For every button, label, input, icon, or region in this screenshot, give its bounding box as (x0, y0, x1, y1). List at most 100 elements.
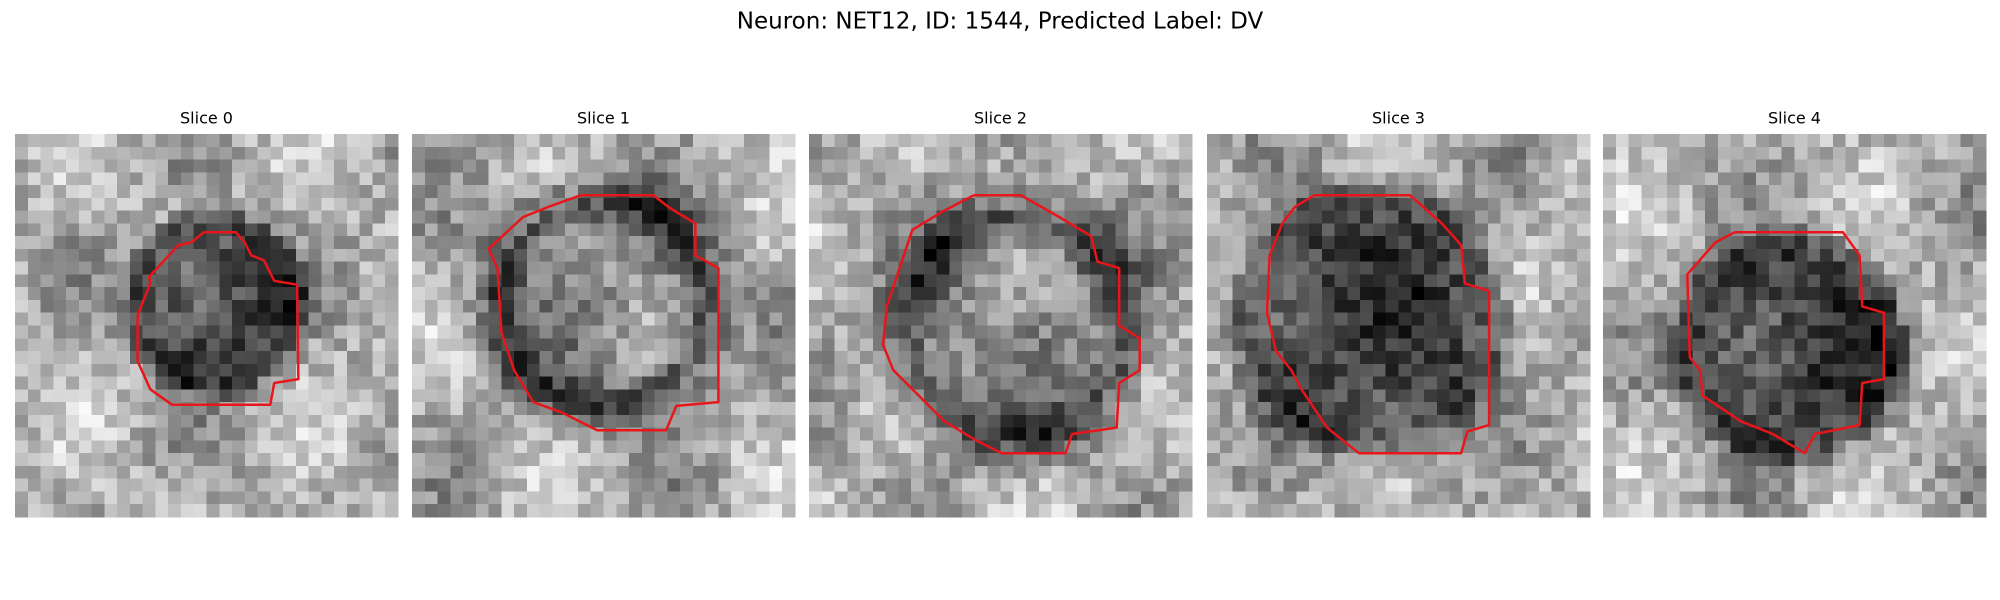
figure-title: Neuron: NET12, ID: 1544, Predicted Label… (737, 9, 1264, 35)
pixel (1449, 351, 1463, 365)
pixel (1232, 491, 1246, 505)
pixel (1768, 453, 1783, 467)
pixel (718, 402, 732, 416)
pixel (847, 440, 861, 454)
pixel (872, 351, 886, 365)
pixel (193, 274, 207, 288)
pixel (1551, 146, 1565, 160)
pixel (193, 159, 207, 173)
pixel (514, 134, 528, 148)
pixel (680, 440, 694, 454)
pixel (1871, 172, 1885, 186)
pixel (1462, 504, 1476, 518)
pixel (1013, 287, 1027, 301)
pixel (1934, 299, 1948, 314)
pixel (372, 274, 386, 288)
pixel (1717, 376, 1731, 390)
pixel (936, 363, 950, 377)
pixel (372, 389, 386, 403)
pixel (1219, 261, 1233, 275)
pixel (654, 223, 668, 237)
pixel (1398, 402, 1412, 416)
pixel (834, 478, 848, 492)
pixel (1487, 185, 1501, 199)
pixel (860, 414, 874, 428)
pixel (603, 248, 617, 262)
pixel (1334, 504, 1348, 518)
pixel (1436, 440, 1450, 454)
pixel (1245, 236, 1259, 250)
pixel (1832, 504, 1846, 518)
pixel (219, 389, 233, 403)
pixel (270, 465, 284, 479)
pixel (1064, 402, 1078, 416)
pixel (1309, 261, 1323, 275)
pixel (206, 351, 220, 365)
pixel (1513, 402, 1527, 416)
pixel (1603, 504, 1617, 518)
pixel (526, 197, 540, 211)
pixel (809, 146, 823, 160)
pixel (565, 248, 579, 262)
pixel (743, 389, 757, 403)
pixel (1922, 427, 1936, 441)
pixel (283, 261, 297, 275)
pixel (1666, 248, 1680, 262)
pixel (872, 146, 886, 160)
pixel (526, 376, 540, 390)
pixel (782, 197, 796, 211)
pixel (1296, 261, 1310, 275)
pixel (117, 325, 131, 339)
pixel (1807, 299, 1821, 314)
pixel (1513, 210, 1527, 224)
pixel (809, 376, 823, 390)
pixel (1283, 261, 1297, 275)
pixel (1743, 338, 1757, 352)
pixel (821, 312, 835, 326)
pixel (321, 299, 335, 314)
pixel (180, 414, 195, 428)
pixel (1781, 504, 1795, 518)
pixel (1115, 159, 1129, 173)
pixel (15, 274, 29, 288)
pixel (1360, 351, 1374, 365)
pixel (1321, 402, 1335, 416)
pixel (654, 389, 668, 403)
pixel (1768, 274, 1783, 288)
pixel (463, 351, 477, 365)
pixel (1334, 325, 1348, 339)
pixel (782, 312, 796, 326)
pixel (1858, 478, 1872, 492)
pixel (1102, 248, 1116, 262)
pixel (1296, 236, 1310, 250)
pixel (78, 210, 92, 224)
pixel (1219, 325, 1233, 339)
pixel (705, 440, 719, 454)
pixel (1462, 172, 1476, 186)
pixel (1270, 351, 1284, 365)
pixel (1973, 427, 1987, 441)
pixel (860, 325, 874, 339)
pixel (155, 491, 169, 505)
pixel (1102, 146, 1116, 160)
pixel (1475, 427, 1489, 441)
pixel (1270, 159, 1284, 173)
pixel (155, 351, 169, 365)
pixel (1283, 146, 1297, 160)
pixel (1577, 146, 1591, 160)
pixel (1051, 185, 1065, 199)
pixel (590, 389, 604, 403)
pixel (1283, 376, 1297, 390)
pixel (412, 376, 426, 390)
pixel (1038, 504, 1052, 518)
pixel (219, 465, 233, 479)
pixel (782, 414, 796, 428)
pixel (257, 453, 271, 467)
pixel (501, 287, 515, 301)
pixel (270, 402, 284, 416)
pixel (731, 146, 745, 160)
pixel (1372, 248, 1387, 262)
pixel (168, 287, 182, 301)
pixel (514, 185, 528, 199)
pixel (1347, 197, 1361, 211)
